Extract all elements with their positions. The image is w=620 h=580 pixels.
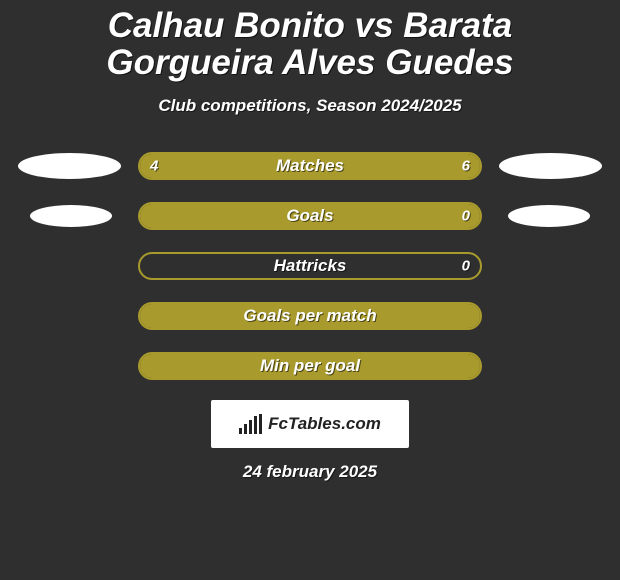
player-oval-right <box>508 205 590 227</box>
stat-value-right: 0 <box>462 257 470 274</box>
stat-value-right: 6 <box>462 157 470 174</box>
stat-value-left: 4 <box>150 157 158 174</box>
stat-label: Hattricks <box>274 256 347 276</box>
player-oval-right <box>499 153 602 179</box>
stat-value-right: 0 <box>462 207 470 224</box>
player-oval-left <box>18 153 121 179</box>
stat-label: Matches <box>276 156 344 176</box>
stat-row: 4 6 Matches <box>10 150 610 182</box>
stat-rows: 4 6 Matches 0 Goals 0 Hattricks Goals per match… <box>0 150 620 382</box>
stat-bar-fill-left <box>140 154 276 178</box>
player-oval-left <box>30 205 112 227</box>
stat-bar: Goals per match <box>138 302 482 330</box>
stat-bar: 0 Hattricks <box>138 252 482 280</box>
stat-label: Goals per match <box>243 306 376 326</box>
stat-row: Min per goal <box>10 350 610 382</box>
page-title: Calhau Bonito vs Barata Gorgueira Alves … <box>0 0 620 82</box>
logo-box: FcTables.com <box>211 400 409 448</box>
logo-bars-icon <box>239 414 262 434</box>
stat-row: Goals per match <box>10 300 610 332</box>
stat-label: Min per goal <box>260 356 360 376</box>
page-subtitle: Club competitions, Season 2024/2025 <box>0 96 620 116</box>
stat-bar: Min per goal <box>138 352 482 380</box>
stat-bar: 4 6 Matches <box>138 152 482 180</box>
stat-bar: 0 Goals <box>138 202 482 230</box>
logo-text: FcTables.com <box>268 414 381 434</box>
stat-label: Goals <box>286 206 333 226</box>
stat-row: 0 Goals <box>10 200 610 232</box>
date-label: 24 february 2025 <box>0 462 620 482</box>
stat-row: 0 Hattricks <box>10 250 610 282</box>
